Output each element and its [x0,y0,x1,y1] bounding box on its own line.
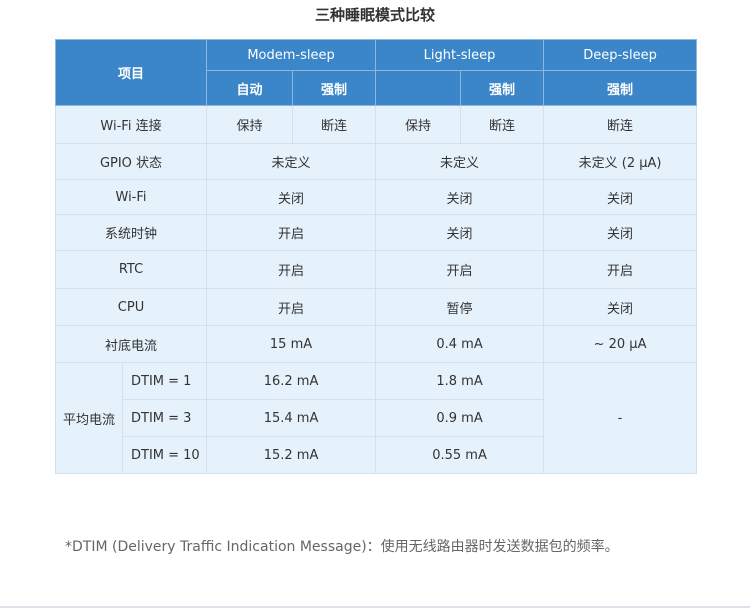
cell: 关闭 [543,214,698,251]
table-row: RTC 开启 开启 开启 [54,250,698,289]
cell: 保持 [375,105,462,144]
cell: 15.2 mA [206,436,377,474]
subheader-cell: 强制 [460,70,545,106]
table-row: DTIM = 3 15.4 mA 0.9 mA [56,399,697,437]
cell: ~ 20 μA [543,325,698,363]
cell: 未定义 [206,143,377,180]
row-label: Wi-Fi 连接 [54,105,208,144]
cell: 关闭 [375,179,545,215]
dtim-label: DTIM = 3 [121,399,208,437]
row-label: 系统时钟 [54,214,208,251]
subheader-cell: 自动 [206,70,294,106]
cell: 1.8 mA [375,362,545,400]
row-label: 平均电流 [55,362,123,474]
subheader-cell [375,70,462,106]
dtim-label: DTIM = 1 [121,362,208,400]
cell: 未定义 (2 μA) [543,143,698,180]
subheader-row: 自动 强制 强制 强制 [56,70,698,106]
cell: 关闭 [375,214,545,251]
cell: 开启 [206,250,377,289]
cell: 断连 [292,105,377,144]
table-row: CPU 开启 暂停 关闭 [54,288,698,326]
header-row: 项目 Modem-sleep Light-sleep Deep-sleep [54,39,698,106]
cell: 15 mA [206,325,377,363]
table-row: Wi-Fi 关闭 关闭 关闭 [54,179,698,215]
dtim-label: DTIM = 10 [121,436,208,474]
table-row: DTIM = 10 15.2 mA 0.55 mA [56,436,697,474]
cell: 开启 [375,250,545,289]
sleep-mode-comparison-table: 项目 Modem-sleep Light-sleep Deep-sleep 自动… [54,39,698,474]
cell: 保持 [206,105,294,144]
cell: 未定义 [375,143,545,180]
table-row: 衬底电流 15 mA 0.4 mA ~ 20 μA [54,325,698,363]
header-deep-sleep: Deep-sleep [543,39,698,71]
row-label: 衬底电流 [54,325,208,363]
header-light-sleep: Light-sleep [375,39,545,71]
cell: 关闭 [543,179,698,215]
cell: 0.4 mA [375,325,545,363]
row-label: CPU [54,288,208,326]
table-row: 系统时钟 开启 关闭 关闭 [54,214,698,251]
cell: 16.2 mA [206,362,377,400]
row-label: Wi-Fi [54,179,208,215]
cell: 0.55 mA [375,436,545,474]
table-row: GPIO 状态 未定义 未定义 未定义 (2 μA) [54,143,698,180]
cell: 开启 [206,214,377,251]
table-row: Wi-Fi 连接 保持 断连 保持 断连 断连 [54,105,698,144]
cell: 关闭 [543,288,698,326]
page-title: 三种睡眠模式比较 [314,6,435,24]
row-label: RTC [54,250,208,289]
header-modem-sleep: Modem-sleep [206,39,377,71]
cell: 15.4 mA [206,399,377,437]
cell: - [543,362,698,474]
cell: 开启 [543,250,698,289]
table-row: 平均电流 DTIM = 1 16.2 mA 1.8 mA - [55,362,698,474]
cell: 断连 [460,105,545,144]
cell: 断连 [543,105,698,144]
cell: 暂停 [375,288,545,326]
header-item: 项目 [54,39,208,106]
divider [0,606,750,608]
row-label: GPIO 状态 [54,143,208,180]
subheader-cell: 强制 [292,70,377,106]
subheader-cell: 强制 [543,70,698,106]
cell: 关闭 [206,179,377,215]
footnote: *DTIM (Delivery Traffic Indication Messa… [65,539,619,555]
cell: 0.9 mA [375,399,545,437]
cell: 开启 [206,288,377,326]
